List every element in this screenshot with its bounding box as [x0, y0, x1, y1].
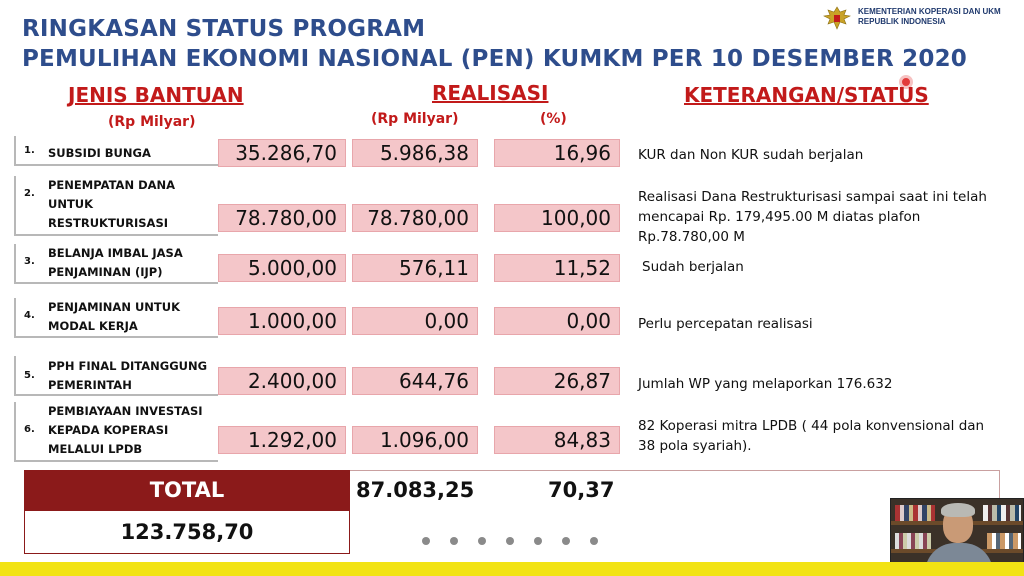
persen-value: 0,00	[494, 307, 620, 335]
keterangan-text: KUR dan Non KUR sudah berjalan	[638, 145, 863, 165]
realisasi-value: 644,76	[352, 367, 478, 395]
total-anggaran: 123.758,70	[24, 510, 350, 554]
row-number: 6.	[24, 424, 35, 435]
row-label-line: UNTUK	[48, 197, 94, 211]
keterangan-line: Rp.78.780,00 M	[638, 229, 745, 245]
keterangan-line: mencapai Rp. 179,495.00 M diatas plafon	[638, 209, 921, 225]
presenter-hair	[941, 503, 975, 517]
books	[983, 505, 1021, 521]
books	[895, 505, 935, 521]
anggaran-value: 2.400,00	[218, 367, 346, 395]
anggaran-value: 78.780,00	[218, 204, 346, 232]
keterangan-line: KUR dan Non KUR sudah berjalan	[638, 147, 864, 163]
anggaran-value: 1.292,00	[218, 426, 346, 454]
row-label-line: PPh FINAL DITANGGUNG	[48, 359, 208, 373]
keterangan-text: Sudah berjalan	[642, 257, 744, 277]
row-number: 1.	[24, 145, 35, 156]
row-label: PPh FINAL DITANGGUNG PEMERINTAH	[48, 357, 207, 395]
ministry-line2: REPUBLIK INDONESIA	[858, 17, 946, 26]
slide-dot[interactable]	[590, 537, 598, 545]
row-number: 5.	[24, 370, 35, 381]
slide-dot[interactable]	[478, 537, 486, 545]
keterangan-line: 82 Koperasi mitra LPDB ( 44 pola konvens…	[638, 418, 985, 434]
anggaran-value: 5.000,00	[218, 254, 346, 282]
row-label-line: PENEMPATAN DANA	[48, 178, 176, 192]
row-number: 3.	[24, 256, 35, 267]
slide-dot[interactable]	[562, 537, 570, 545]
realisasi-value: 78.780,00	[352, 204, 478, 232]
row-label-line: PEMERINTAH	[48, 378, 132, 392]
slide-title-line2: PEMULIHAN EKONOMI NASIONAL (PEN) KUMKM P…	[22, 46, 967, 72]
keterangan-text: Realisasi Dana Restrukturisasi sampai sa…	[638, 187, 987, 247]
row-label-line: SUBSIDI BUNGA	[48, 146, 151, 160]
header-keterangan: KETERANGAN/STATUS	[684, 83, 929, 107]
slide-title-line1: RINGKASAN STATUS PROGRAM	[22, 16, 426, 42]
row-label-line: MELALUI LPDB	[48, 442, 143, 456]
persen-value: 26,87	[494, 367, 620, 395]
keterangan-line: Realisasi Dana Restrukturisasi sampai sa…	[638, 189, 987, 205]
realisasi-value: 5.986,38	[352, 139, 478, 167]
row-frame	[14, 244, 218, 284]
persen-value: 84,83	[494, 426, 620, 454]
books	[987, 533, 1021, 549]
persen-value: 100,00	[494, 204, 620, 232]
keterangan-line: Jumlah WP yang melaporkan 176.632	[638, 376, 893, 392]
row-frame	[14, 356, 218, 396]
header-jenis-unit: (Rp Milyar)	[108, 114, 196, 130]
total-persen: 70,37	[548, 478, 615, 502]
ministry-name: KEMENTERIAN KOPERASI DAN UKM REPUBLIK IN…	[858, 7, 1001, 27]
row-label-line: PENJAMINAN UNTUK	[48, 300, 181, 314]
realisasi-value: 1.096,00	[352, 426, 478, 454]
total-realisasi: 87.083,25	[356, 478, 475, 502]
garuda-emblem-icon	[823, 6, 851, 30]
row-frame	[14, 176, 218, 236]
row-label-line: KEPADA KOPERASI	[48, 423, 169, 437]
keterangan-line: Perlu percepatan realisasi	[638, 316, 813, 332]
anggaran-value: 1.000,00	[218, 307, 346, 335]
header-jenis-bantuan: JENIS BANTUAN	[68, 83, 244, 107]
slide-dot[interactable]	[450, 537, 458, 545]
keterangan-text: 82 Koperasi mitra LPDB ( 44 pola konvens…	[638, 416, 984, 456]
row-label-line: PENJAMINAN (IJP)	[48, 265, 163, 279]
row-frame	[14, 136, 218, 166]
row-label: BELANJA IMBAL JASA PENJAMINAN (IJP)	[48, 244, 183, 282]
row-frame	[14, 402, 218, 462]
header-percent-unit: (%)	[540, 111, 567, 127]
row-number: 2.	[24, 188, 35, 199]
slide-dots	[422, 537, 598, 545]
row-label-line: MODAL KERJA	[48, 319, 138, 333]
keterangan-text: Jumlah WP yang melaporkan 176.632	[638, 374, 892, 394]
slide-dot[interactable]	[506, 537, 514, 545]
row-label: PENJAMINAN UNTUK MODAL KERJA	[48, 298, 180, 336]
row-label: PENEMPATAN DANA UNTUK RESTRUKTURISASI	[48, 176, 175, 233]
books	[895, 533, 931, 549]
realisasi-value: 576,11	[352, 254, 478, 282]
persen-value: 16,96	[494, 139, 620, 167]
slide-dot[interactable]	[534, 537, 542, 545]
pointer-dot	[899, 75, 913, 89]
ministry-line1: KEMENTERIAN KOPERASI DAN UKM	[858, 7, 1001, 16]
row-label: SUBSIDI BUNGA	[48, 144, 151, 163]
keterangan-line: Sudah berjalan	[642, 259, 744, 275]
header-realisasi: REALISASI	[432, 81, 549, 105]
keterangan-text: Perlu percepatan realisasi	[638, 314, 813, 334]
persen-value: 11,52	[494, 254, 620, 282]
footer-bar	[0, 562, 1024, 576]
keterangan-line: 38 pola syariah).	[638, 438, 752, 454]
realisasi-value: 0,00	[352, 307, 478, 335]
header-realisasi-unit: (Rp Milyar)	[371, 111, 459, 127]
row-number: 4.	[24, 310, 35, 321]
row-label-line: RESTRUKTURISASI	[48, 216, 169, 230]
row-label-line: PEMBIAYAAN INVESTASI	[48, 404, 203, 418]
anggaran-value: 35.286,70	[218, 139, 346, 167]
row-label: PEMBIAYAAN INVESTASI KEPADA KOPERASI MEL…	[48, 402, 203, 459]
total-label: TOTAL	[24, 470, 350, 510]
slide-dot[interactable]	[422, 537, 430, 545]
row-label-line: BELANJA IMBAL JASA	[48, 246, 183, 260]
row-frame	[14, 298, 218, 338]
total-row-frame	[24, 470, 1000, 510]
